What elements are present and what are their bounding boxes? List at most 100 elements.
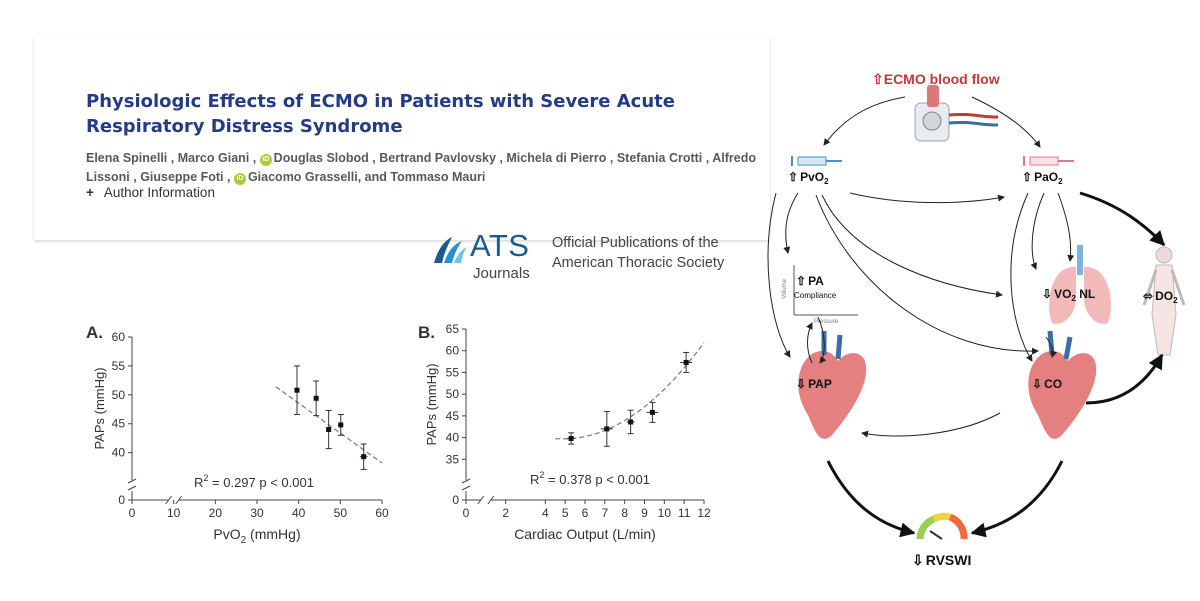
rvswi-label: ⇩ RVSWI (912, 552, 971, 568)
chart-a: 0 40 45 50 55 60 0 10 20 30 40 50 60 A. PAPs (mmHg) PvO… (86, 323, 389, 546)
arrow-pao2-co (1010, 192, 1033, 362)
x-tick-label: 6 (582, 506, 589, 520)
y-tick-label: 45 (446, 409, 460, 423)
r-squared-annotation: R2 = 0.297 p < 0.001 (194, 473, 314, 490)
arrow-vo2-co (1045, 336, 1058, 358)
x-axis-break (175, 495, 183, 505)
x-tick-label: 10 (658, 506, 672, 520)
author-name[interactable]: Tommaso Mauri (390, 170, 486, 184)
author-name[interactable]: Elena Spinelli (86, 151, 168, 165)
ats-tagline: Official Publications of the American Th… (552, 233, 724, 273)
y-axis-label: PAPs (mmHg) (92, 367, 107, 449)
pvo2-label: ⇧ PvO2 (788, 170, 829, 186)
y-tick-label: 0 (118, 493, 125, 507)
x-tick-label: 50 (334, 506, 348, 520)
arrow-pa-pap (817, 316, 827, 364)
venous-syringe-icon (791, 156, 842, 166)
body-icon (1142, 246, 1186, 356)
x-tick-label: 40 (292, 506, 306, 520)
arterial-syringe-icon (1023, 156, 1074, 166)
author-information-label: Author Information (103, 185, 215, 200)
arrow-pap-pa (806, 322, 813, 364)
x-axis-label: PvO2 (mmHg) (213, 526, 300, 546)
x-axis-label: Cardiac Output (L/min) (514, 526, 656, 542)
y-axis-break (127, 478, 137, 484)
r-squared-annotation: R2 = 0.378 p < 0.001 (530, 470, 650, 487)
ats-wordmark: ATS (470, 228, 530, 263)
x-tick-label: 30 (250, 506, 264, 520)
arrow-ecmo-pvo2 (823, 96, 906, 146)
author-name[interactable]: Giuseppe Foti (140, 170, 224, 184)
author-name[interactable]: Bertrand Pavlovsky (379, 151, 496, 165)
arrow-pvo2-pao2 (849, 192, 1005, 204)
y-axis-break (461, 485, 471, 491)
y-axis-label: PAPs (mmHg) (424, 363, 439, 445)
x-tick-label: 0 (129, 506, 136, 520)
arrow-co-do2 (1085, 353, 1164, 405)
data-point (313, 395, 319, 401)
author-name[interactable]: Giacomo Grasselli (247, 170, 358, 184)
ecmo-physiology-diagram: ⇧ECMO blood flow ⇧ PvO2 ⇧ PaO2 Volume Pres… (767, 71, 1186, 568)
orcid-icon[interactable]: iD (233, 173, 246, 185)
y-tick-label: 40 (446, 431, 460, 445)
ats-wing-icon (434, 237, 467, 263)
arrow-pvo2-pa (783, 192, 799, 254)
x-axis-break (477, 495, 485, 505)
ats-journals-logo: ATS Journals Official Publications of th… (430, 228, 750, 282)
pap-label: ⇩ PAP (796, 377, 832, 391)
author-information-toggle[interactable]: + Author Information (86, 185, 215, 200)
author-name[interactable]: Alfredo Lissoni (86, 151, 756, 184)
x-tick-label: 8 (621, 506, 628, 520)
x-tick-label: 60 (375, 506, 389, 520)
arrow-co-rvswi (970, 460, 1064, 538)
ats-tagline-line1: Official Publications of the (552, 235, 719, 251)
svg-text:Volume: Volume (782, 278, 788, 299)
x-tick-label: 9 (641, 506, 648, 520)
ats-journals-label: Journals (473, 265, 530, 282)
orcid-icon[interactable]: iD (259, 154, 272, 166)
arrow-pao2-vo2 (1030, 192, 1045, 270)
author-name[interactable]: Marco Giani (177, 151, 250, 165)
y-tick-label: 65 (446, 322, 460, 336)
y-axis-break (461, 478, 471, 484)
data-point (604, 426, 610, 432)
ats-tagline-line2: American Thoracic Society (552, 255, 725, 271)
data-point (628, 419, 634, 425)
data-point (326, 427, 332, 433)
arrow-pao2-vo2b (1057, 192, 1075, 262)
data-point (649, 409, 655, 415)
x-tick-label: 10 (167, 506, 181, 520)
article-card (34, 36, 770, 240)
arrow-ecmo-pao2 (971, 96, 1041, 148)
x-tick-label: 11 (678, 506, 691, 520)
lungs-icon (1049, 245, 1111, 324)
svg-text:Pressure: Pressure (814, 319, 839, 325)
data-point (338, 422, 344, 428)
data-point (361, 454, 367, 460)
fit-line (555, 342, 705, 440)
co-label: ⇩ CO (1032, 377, 1062, 391)
x-tick-label: 2 (502, 506, 509, 520)
x-axis-break (487, 495, 495, 505)
author-name[interactable]: Michela di Pierro (506, 151, 607, 165)
author-name[interactable]: Stefania Crotti (616, 151, 703, 165)
author-name[interactable]: Douglas Slobod (273, 151, 369, 165)
x-tick-label: 12 (697, 506, 711, 520)
x-tick-label: 7 (601, 506, 608, 520)
y-tick-label: 50 (446, 387, 460, 401)
x-axis-break (165, 495, 173, 505)
ecmo-machine-icon (914, 85, 999, 142)
y-tick-label: 40 (112, 446, 126, 460)
panel-label: A. (86, 323, 103, 342)
arrow-co-pap (861, 412, 1001, 438)
pao2-label: ⇧ PaO2 (1022, 170, 1063, 186)
x-tick-label: 4 (542, 506, 549, 520)
data-point (294, 387, 300, 393)
data-point (568, 435, 574, 441)
y-axis-break (127, 485, 137, 491)
y-tick-label: 35 (446, 452, 460, 466)
x-tick-label: 5 (562, 506, 569, 520)
y-tick-label: 55 (112, 359, 126, 373)
do2-label: ⬄ DO2 (1142, 289, 1178, 305)
